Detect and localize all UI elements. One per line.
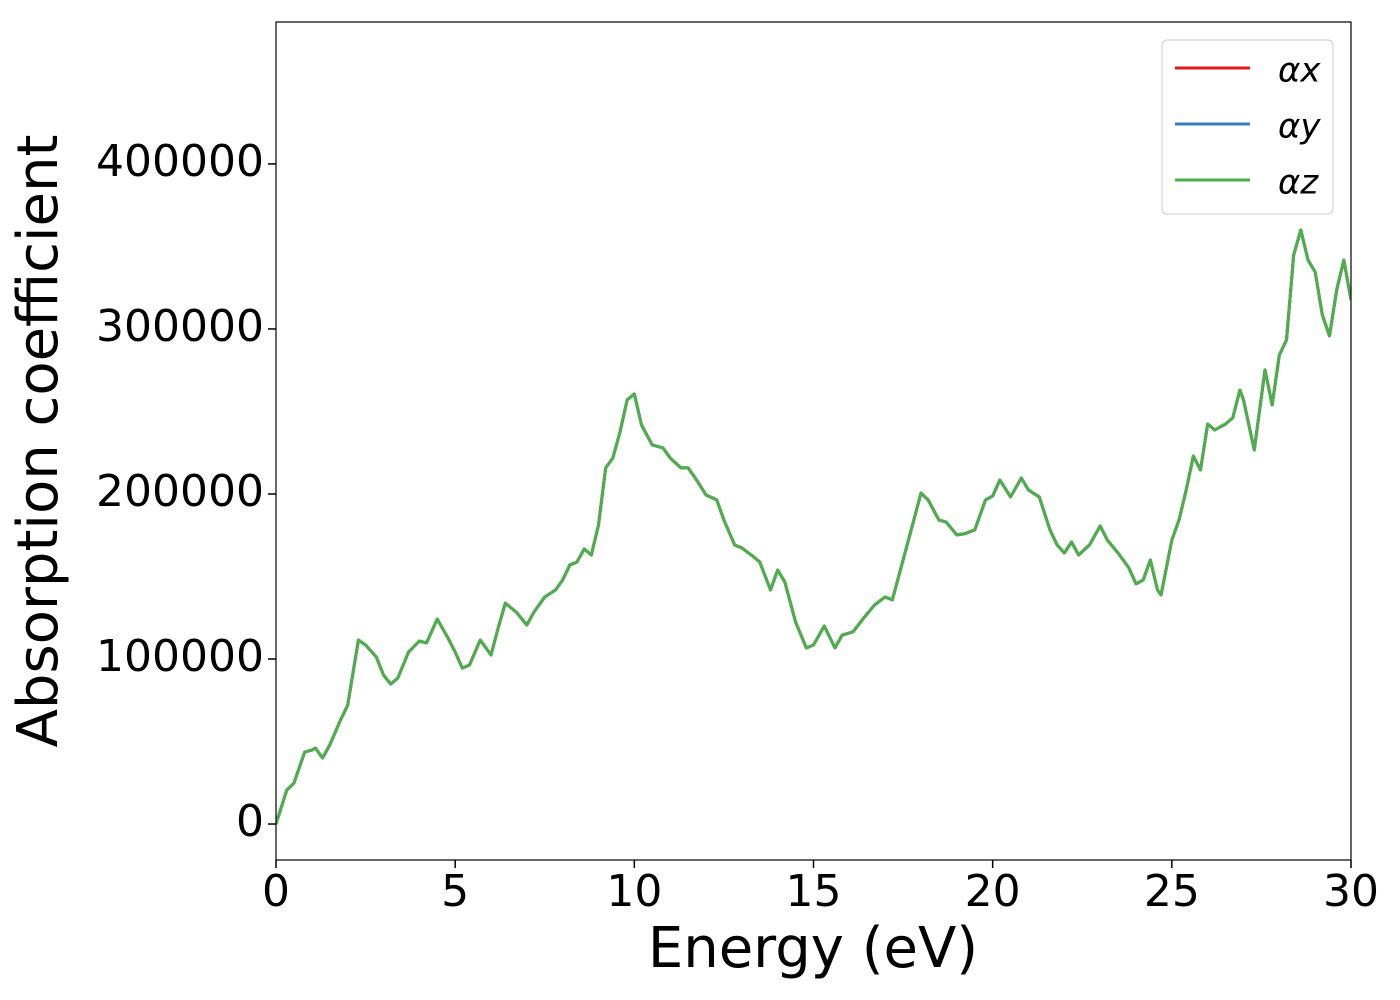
- x-tick-label: 25: [1144, 866, 1200, 917]
- legend-label: αy: [1278, 107, 1321, 147]
- legend-box: [1161, 39, 1334, 215]
- y-axis-label: Absorption coefficient: [6, 135, 71, 748]
- y-tick-label: 100000: [96, 631, 264, 682]
- y-tick-label: 0: [236, 796, 264, 847]
- x-tick-label: 10: [606, 866, 662, 917]
- y-tick-label: 300000: [96, 301, 264, 352]
- series-line: [276, 228, 1351, 825]
- x-tick-label: 0: [262, 866, 290, 917]
- y-tick-label: 200000: [96, 466, 264, 517]
- x-tick-label: 30: [1323, 866, 1379, 917]
- x-tick-label: 15: [786, 866, 842, 917]
- series-line: [276, 228, 1351, 825]
- legend-label: αx: [1278, 51, 1321, 91]
- series-line: [276, 228, 1351, 825]
- x-axis-label: Energy (eV): [648, 916, 978, 981]
- y-tick-label: 400000: [96, 136, 264, 187]
- x-tick-label: 5: [441, 866, 469, 917]
- x-tick-label: 20: [965, 866, 1021, 917]
- plot-frame: [275, 21, 1352, 861]
- legend-label: αz: [1278, 163, 1319, 203]
